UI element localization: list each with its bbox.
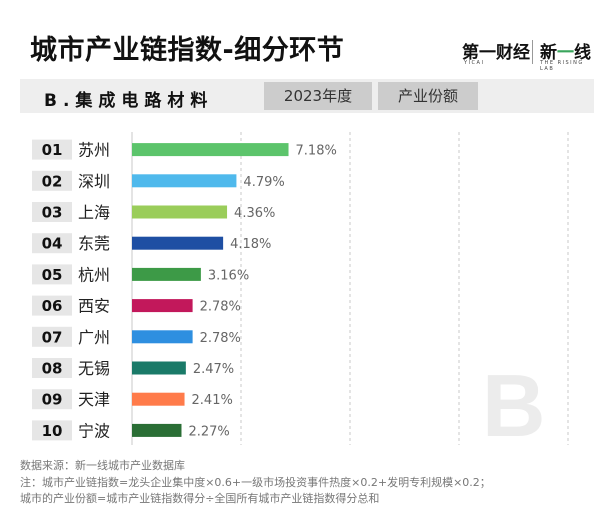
- value-label: 3.16%: [208, 268, 249, 283]
- rank-badge: [32, 202, 72, 222]
- yicai-logo: 第一财经: [462, 43, 530, 63]
- rank-label: 03: [42, 204, 63, 222]
- city-label: 杭州: [78, 265, 110, 284]
- formula-note-2: 城市的产业份额=城市产业链指数得分÷全国所有城市产业链指数得分总和: [20, 492, 380, 505]
- value-label: 4.36%: [234, 206, 275, 221]
- watermark-letter: B: [482, 356, 546, 455]
- rank-label: 02: [42, 172, 63, 190]
- bar: [132, 330, 193, 344]
- value-label: 2.27%: [188, 424, 229, 439]
- metric-tag: 产业份额: [378, 82, 478, 110]
- bar: [132, 423, 182, 437]
- rank-label: 06: [42, 297, 63, 315]
- city-label: 无锡: [78, 359, 110, 378]
- rank-badge: [32, 264, 72, 285]
- rising-lab-logo: 新一线: [540, 43, 591, 63]
- bar: [132, 236, 224, 250]
- yicai-logo-sub: YICAI: [464, 60, 485, 66]
- brand-divider: [532, 40, 533, 64]
- city-label: 深圳: [78, 172, 110, 191]
- rank-label: 01: [42, 141, 63, 159]
- rank-badge: [32, 170, 72, 191]
- bar: [132, 361, 186, 375]
- rising-lab-logo-sub: THE RISING LAB: [540, 60, 584, 72]
- rank-badge: [32, 420, 72, 441]
- rank-label: 08: [42, 360, 63, 378]
- city-label: 东莞: [78, 234, 110, 253]
- rank-badge: [32, 358, 72, 378]
- rank-badge: [32, 295, 72, 316]
- value-label: 2.47%: [193, 362, 234, 377]
- rank-label: 04: [42, 235, 63, 253]
- bar: [132, 267, 201, 281]
- rank-label: 09: [42, 391, 63, 409]
- rank-badge: [32, 326, 72, 347]
- rank-label: 10: [42, 422, 63, 440]
- city-label: 苏州: [78, 141, 110, 160]
- page-title: 城市产业链指数-细分环节: [30, 35, 345, 66]
- footer-notes: 数据来源：新一线城市产业数据库 注：城市产业链指数=龙头企业集中度×0.6+一级…: [20, 458, 600, 508]
- bar: [132, 205, 228, 219]
- rank-label: 05: [42, 266, 63, 284]
- rank-badge: [32, 233, 72, 254]
- city-label: 广州: [78, 328, 110, 347]
- section-label: B.集成电路材料: [44, 91, 214, 111]
- city-label: 天津: [78, 390, 110, 409]
- bar: [132, 143, 289, 157]
- bar: [132, 299, 193, 313]
- subheader-bar: B.集成电路材料 2023年度 产业份额: [20, 79, 594, 113]
- rank-badge: [32, 139, 72, 160]
- rank-label: 07: [42, 328, 63, 346]
- source-note: 数据来源：新一线城市产业数据库: [20, 459, 185, 472]
- year-tag: 2023年度: [264, 82, 372, 110]
- formula-note-1: 注：城市产业链指数=龙头企业集中度×0.6+一级市场投资事件热度×0.2+发明专…: [20, 475, 491, 489]
- city-label: 宁波: [78, 421, 110, 440]
- city-label: 上海: [78, 203, 110, 222]
- value-label: 4.18%: [230, 237, 271, 252]
- value-label: 2.78%: [200, 300, 241, 315]
- value-label: 7.18%: [296, 144, 337, 159]
- brand-logos: 第一财经 YICAI 新一线 THE RISING LAB: [462, 38, 592, 74]
- value-label: 2.41%: [192, 393, 233, 408]
- value-label: 2.78%: [200, 331, 241, 346]
- city-label: 西安: [78, 297, 110, 316]
- bar: [132, 392, 185, 406]
- rank-badge: [32, 389, 72, 410]
- bar: [132, 174, 237, 188]
- value-label: 4.79%: [243, 175, 284, 190]
